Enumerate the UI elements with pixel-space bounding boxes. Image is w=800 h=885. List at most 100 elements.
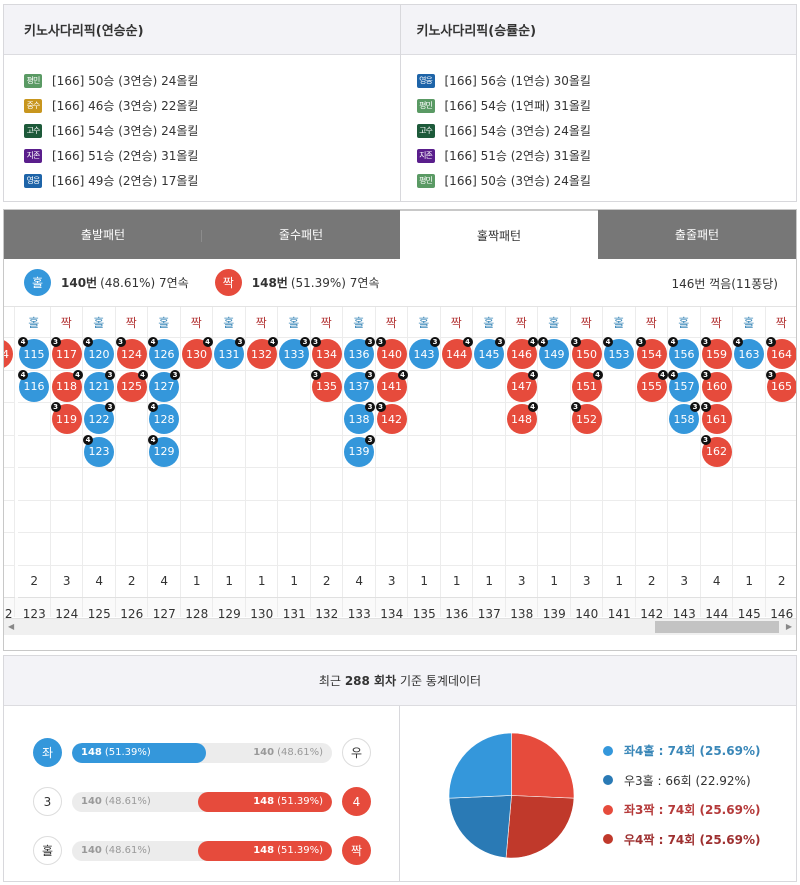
result-ball[interactable]: 116 4: [18, 369, 49, 402]
even-count: 148번: [251, 276, 288, 290]
tab-start-line-pattern[interactable]: 출줄패턴: [674, 228, 720, 242]
result-ball[interactable]: 122 3: [84, 402, 115, 434]
result-ball[interactable]: 136 3: [344, 337, 375, 369]
result-ball[interactable]: 133 3: [279, 337, 310, 369]
result-ball[interactable]: 118 4: [51, 369, 83, 402]
result-ball[interactable]: 119 3: [50, 402, 82, 434]
result-ball[interactable]: 138 3: [344, 402, 375, 434]
result-ball[interactable]: 125 4: [116, 369, 148, 402]
grid-cell: [375, 436, 407, 468]
horizontal-scrollbar[interactable]: ◀ ▶: [4, 618, 796, 635]
result-ball[interactable]: 134 3: [310, 337, 342, 369]
grid-column: 홀 163 4: [733, 307, 766, 617]
result-ball[interactable]: 144 4: [441, 337, 473, 369]
result-ball[interactable]: 140 3: [375, 337, 407, 369]
scrollbar-thumb[interactable]: [655, 621, 779, 633]
grid-cell: [538, 468, 570, 501]
result-ball[interactable]: 162 3: [700, 434, 732, 467]
grid-cell: [343, 501, 375, 533]
result-ball[interactable]: 153 4: [603, 337, 634, 369]
column-header-even: 짝: [180, 307, 212, 338]
result-ball[interactable]: 123 4: [83, 434, 114, 467]
tab-start-pattern[interactable]: 출발패턴: [4, 210, 202, 259]
result-ball[interactable]: 165 3: [765, 369, 796, 402]
result-ball[interactable]: 127 3: [149, 369, 180, 402]
pick-row: 고수 [166] 54승 (3연승) 24올킬: [24, 118, 400, 143]
result-ball[interactable]: 142 3: [375, 402, 407, 434]
pie-slice-우3홀: [448, 795, 512, 859]
result-ball[interactable]: 149 4: [538, 337, 569, 369]
grid-cell: 142 3: [375, 402, 407, 436]
result-ball[interactable]: 120 4: [83, 337, 114, 369]
result-ball[interactable]: 128 4: [148, 402, 179, 434]
result-ball[interactable]: 155 4: [636, 369, 668, 402]
result-ball[interactable]: 131 3: [214, 337, 245, 369]
result-ball[interactable]: 150 3: [570, 337, 602, 369]
ball-number: 165: [771, 380, 792, 393]
tab-odd-even-pattern[interactable]: 홀짝패턴: [400, 210, 598, 259]
grid-cell: [310, 403, 342, 436]
scroll-right-arrow-icon[interactable]: ▶: [785, 622, 792, 631]
result-ball[interactable]: 137 3: [344, 369, 375, 402]
result-ball[interactable]: 145 3: [474, 337, 505, 369]
round-number: 124: [50, 597, 83, 630]
result-ball[interactable]: 126 4: [148, 337, 179, 369]
ratio-bar-row: 좌 148 (51.39%) 140 (48.61%) 우: [4, 728, 399, 777]
result-ball[interactable]: 124 3: [115, 337, 147, 369]
legend-label: 우4짝 : 74회 (25.69%): [624, 832, 761, 847]
ball-number: 135: [316, 380, 337, 393]
result-ball[interactable]: 143 3: [409, 337, 440, 369]
result-ball[interactable]: 161 3: [700, 402, 732, 434]
ball-number: 158: [673, 412, 695, 426]
result-ball[interactable]: 160 3: [700, 369, 732, 402]
result-ball[interactable]: 141 4: [376, 369, 408, 402]
result-ball[interactable]: 139 3: [344, 434, 375, 467]
result-ball[interactable]: 121 3: [84, 369, 115, 402]
grid-cell: [278, 371, 310, 403]
scroll-left-arrow-icon[interactable]: ◀: [8, 622, 15, 631]
grid-cell: [148, 501, 180, 533]
pattern-grid-scroll[interactable]: 4 2 홀 115 4 116 4 2 123 짝 117 3 118 4 119 3 3 124 홀 120 4 121…: [4, 307, 796, 635]
pick-text: [166] 56승 (1연승) 30올킬: [444, 74, 591, 88]
grid-cell: [473, 468, 505, 501]
grid-cell: [570, 436, 602, 468]
streak-count: 2: [647, 573, 656, 588]
grid-cell: [635, 533, 667, 566]
result-ball[interactable]: 151 4: [571, 369, 603, 402]
result-ball[interactable]: 152 3: [570, 402, 602, 434]
result-ball[interactable]: 154 3: [635, 337, 667, 369]
legend-item: 좌3짝 : 74회 (25.69%): [603, 795, 760, 825]
pie-chart-area: 좌4홀 : 74회 (25.69%) 우3홀 : 66회 (22.92%) 좌3짝 …: [400, 706, 796, 881]
round-number: 145: [733, 597, 766, 630]
result-ball[interactable]: 159 3: [700, 337, 732, 369]
grid-cell: 146 4: [505, 337, 538, 371]
stats-section: 최근 288 회차 기준 통계데이터 좌 148 (51.39%) 140 (48.61…: [3, 655, 797, 882]
line-count-badge: 4: [397, 369, 408, 380]
tab-line-pattern[interactable]: 줄수패턴: [278, 228, 324, 242]
result-ball[interactable]: 115 4: [18, 337, 49, 369]
result-ball[interactable]: 132 4: [246, 337, 278, 369]
grid-cell: [408, 403, 440, 436]
result-ball[interactable]: 147 4: [506, 369, 538, 402]
result-ball[interactable]: 135 3: [310, 369, 342, 402]
grid-column: 홀 143 3: [408, 307, 441, 617]
ball-number: 162: [706, 445, 727, 458]
odd-count: 140번: [61, 276, 98, 290]
result-ball[interactable]: 148 4: [506, 402, 538, 434]
result-ball[interactable]: 117 3: [50, 337, 82, 369]
grid-cell: [245, 403, 277, 436]
result-ball[interactable]: 163 4: [733, 337, 764, 369]
column-header-odd: 홀: [473, 307, 505, 338]
grid-column: 홀 153 4: [603, 307, 636, 617]
result-ball[interactable]: 146 4: [506, 337, 538, 369]
grid-cell: [473, 403, 505, 436]
result-ball[interactable]: 158 3: [669, 402, 700, 434]
result-ball[interactable]: 129 4: [148, 434, 179, 467]
ball-number: 144: [446, 347, 467, 361]
result-ball[interactable]: 130 4: [181, 337, 213, 369]
result-ball[interactable]: 164 3: [765, 337, 796, 369]
result-ball[interactable]: 157 4: [668, 369, 699, 402]
grid-cell: [18, 468, 50, 501]
result-ball[interactable]: 156 4: [668, 337, 699, 369]
grid-cell: 164 3: [765, 337, 796, 371]
